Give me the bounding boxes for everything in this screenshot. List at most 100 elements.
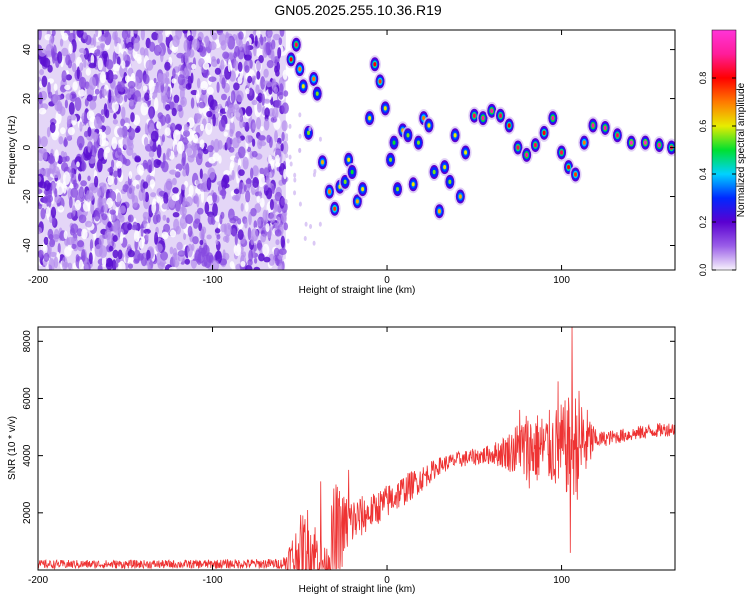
noise-blob — [267, 171, 275, 178]
y-tick-label: 20 — [22, 93, 33, 105]
noise-blob — [194, 113, 202, 120]
noise-blob — [281, 102, 289, 114]
noise-blob — [237, 61, 243, 72]
signal-blob — [374, 72, 387, 91]
noise-blob — [187, 35, 194, 42]
noise-blob — [117, 147, 122, 156]
noise-blob — [263, 256, 271, 263]
noise-blob — [264, 107, 270, 118]
noise-blob — [144, 92, 150, 102]
noise-blob — [266, 134, 272, 144]
noise-blob — [293, 172, 297, 178]
noise-blob — [204, 201, 210, 215]
noise-blob — [186, 143, 193, 157]
noise-blob — [252, 177, 259, 188]
noise-blob — [74, 97, 82, 112]
noise-blob — [289, 161, 293, 167]
noise-blob — [38, 181, 47, 189]
spectrogram-y-axis: -40 -20 0 20 40 — [22, 44, 675, 253]
noise-blob — [49, 251, 57, 257]
noise-blob — [49, 238, 56, 248]
noise-blob — [46, 127, 51, 138]
y-tick-label: 6000 — [22, 387, 33, 410]
noise-blob — [253, 266, 261, 270]
signal-blob — [388, 133, 401, 152]
x-tick-label: -100 — [203, 275, 223, 286]
noise-blob — [263, 184, 269, 192]
noise-blob — [103, 149, 108, 160]
noise-blob — [253, 220, 258, 230]
noise-blob — [318, 221, 322, 227]
noise-blob — [72, 81, 78, 91]
signal-blob — [290, 35, 303, 54]
noise-blob — [273, 33, 281, 41]
noise-blob — [251, 75, 257, 81]
noise-blob — [233, 51, 238, 59]
noise-blob — [278, 37, 283, 46]
noise-blob — [122, 51, 127, 62]
noise-blob — [93, 131, 98, 143]
noise-blob — [209, 41, 217, 51]
noise-blob — [136, 184, 140, 190]
noise-blob — [140, 30, 145, 41]
noise-blob — [218, 119, 226, 132]
noise-blob — [114, 177, 118, 186]
signal-blob — [538, 123, 551, 142]
noise-blob — [187, 48, 195, 58]
noise-blob — [261, 93, 266, 106]
noise-blob — [64, 99, 68, 109]
noise-blob — [245, 178, 252, 185]
noise-blob — [178, 84, 184, 90]
noise-blob — [150, 192, 157, 198]
noise-blob — [288, 123, 292, 129]
noise-blob — [118, 208, 122, 217]
noise-blob — [237, 76, 243, 85]
noise-blob — [173, 129, 181, 142]
noise-blob — [83, 59, 87, 68]
signal-blob — [438, 158, 451, 177]
noise-blob — [146, 249, 151, 262]
noise-blob — [78, 173, 82, 182]
noise-blob — [68, 102, 75, 115]
signal-blob — [297, 77, 310, 96]
noise-blob — [98, 128, 103, 136]
x-tick-label: 0 — [384, 575, 390, 586]
noise-blob — [238, 39, 243, 51]
signal-blob — [285, 50, 298, 69]
noise-blob — [206, 110, 213, 118]
noise-blob — [279, 30, 285, 37]
noise-blob — [128, 263, 133, 269]
signal-blob — [368, 55, 381, 74]
noise-blob — [298, 112, 302, 118]
noise-blob — [263, 118, 270, 131]
noise-blob — [69, 91, 77, 102]
noise-blob — [312, 240, 316, 246]
noise-blob — [223, 131, 228, 137]
noise-blob — [206, 86, 214, 95]
noise-blob — [171, 194, 180, 202]
signal-blob — [356, 180, 369, 199]
signal-blob — [449, 126, 462, 145]
noise-blob — [112, 74, 118, 80]
snr-x-label: Height of straight line (km) — [299, 584, 416, 595]
noise-blob — [197, 31, 204, 41]
noise-blob — [89, 100, 97, 110]
signal-blob — [379, 99, 392, 118]
noise-blob — [134, 155, 141, 162]
signal-blob — [311, 84, 324, 103]
noise-blob — [162, 95, 166, 110]
noise-blob — [74, 199, 82, 211]
noise-blob — [275, 69, 280, 77]
noise-blob — [129, 99, 134, 107]
noise-blob — [272, 106, 279, 120]
noise-blob — [64, 246, 72, 257]
noise-blob — [180, 96, 187, 108]
noise-blob — [163, 192, 169, 205]
noise-blob — [97, 57, 104, 71]
noise-blob — [116, 192, 122, 205]
noise-blob — [118, 260, 126, 270]
noise-blob — [220, 59, 225, 70]
noise-blob — [54, 149, 59, 163]
noise-blob — [161, 134, 165, 143]
noise-blob — [101, 213, 108, 221]
